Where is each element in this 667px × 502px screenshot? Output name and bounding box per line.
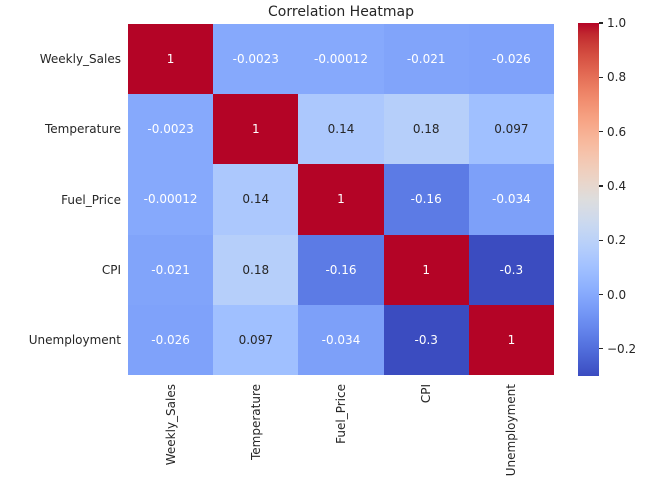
colorbar-tick-mark [599,131,603,133]
heatmap-cell: 0.14 [298,94,384,165]
colorbar-tick-label: 1.0 [607,16,627,30]
heatmap-cell: -0.0023 [213,24,299,95]
x-tick-label: Unemployment [504,384,519,477]
heatmap-cell: -0.16 [298,234,384,305]
heatmap-cell: 1 [298,164,384,235]
chart-title: Correlation Heatmap [268,4,414,20]
heatmap-cell: 0.18 [213,234,299,305]
y-tick-label: Fuel_Price [61,192,121,207]
x-tick-label: Fuel_Price [334,384,348,444]
y-tick-label: Weekly_Sales [39,52,121,67]
heatmap-cell: 0.18 [383,94,469,165]
colorbar-tick-mark [599,76,603,78]
heatmap-cell: 0.097 [213,304,299,375]
colorbar-tick-label: 0.2 [607,233,627,248]
x-tick-label: Weekly_Sales [163,384,178,466]
heatmap-cell: -0.3 [383,304,469,375]
heatmap-cell: -0.026 [128,304,214,375]
colorbar-tick-label: 0.8 [607,70,627,85]
heatmap-cell: -0.0023 [128,94,214,165]
colorbar-tick-mark [599,22,603,24]
colorbar-tick-mark [599,239,603,241]
heatmap-cell: -0.16 [383,164,469,235]
heatmap-cell: 1 [468,304,554,375]
heatmap-cell: -0.00012 [298,24,384,95]
heatmap-cell: 1 [383,234,469,305]
colorbar-tick-label: −0.2 [607,341,637,356]
heatmap-cell: 1 [213,94,299,165]
colorbar [578,23,599,376]
y-tick-label: Unemployment [28,332,121,347]
colorbar-tick-mark [599,348,603,350]
heatmap-cell: 0.14 [213,164,299,235]
heatmap-grid: 1 -0.0023 -0.00012 -0.021 -0.026 -0.0023 1 0.14… [128,24,554,375]
heatmap-cell: -0.00012 [128,164,214,235]
y-tick-label: CPI [101,262,121,277]
heatmap-cell: 0.097 [468,94,554,165]
colorbar-tick-label: 0.6 [607,124,627,139]
heatmap-cell: -0.3 [468,234,554,305]
colorbar-tick-label: 0.0 [607,287,627,302]
y-tick-label: Temperature [44,122,121,137]
x-tick-label: Temperature [248,384,263,461]
heatmap-cell: -0.021 [128,234,214,305]
colorbar-tick-mark [599,293,603,296]
heatmap-cell: -0.026 [468,24,554,95]
heatmap-cell: -0.034 [468,164,554,235]
heatmap-cell: -0.034 [298,304,384,375]
x-tick-label: CPI [419,384,434,404]
colorbar-tick-mark [599,185,603,187]
heatmap-cell: 1 [128,24,214,95]
heatmap-cell: -0.021 [383,24,469,95]
colorbar-tick-label: 0.4 [607,178,627,193]
